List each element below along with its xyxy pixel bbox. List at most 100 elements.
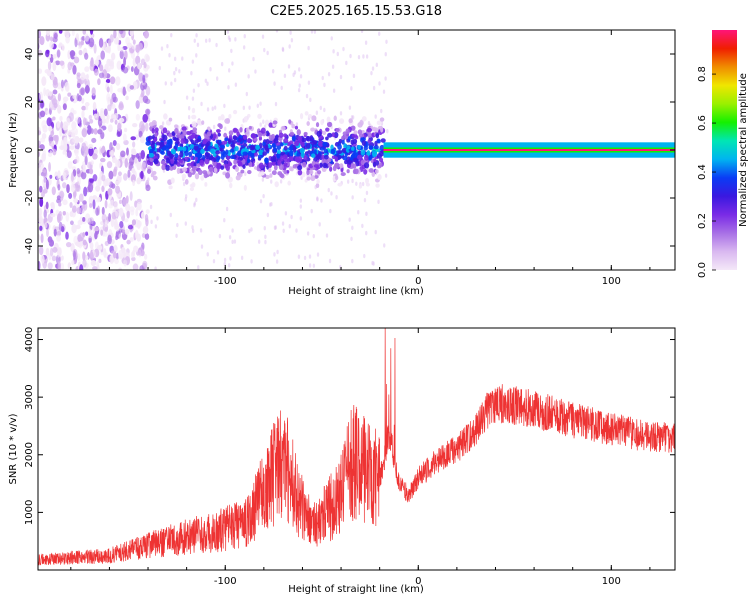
spectrogram-cell [306, 142, 311, 149]
spectrogram-cell [52, 61, 57, 72]
spectrogram-cell [365, 230, 368, 236]
spectrogram-cell [190, 71, 193, 76]
spectrogram-cell [361, 140, 366, 146]
spectrogram-cell [208, 38, 211, 43]
spectrogram-cell [376, 120, 382, 126]
spectrogram-cell [273, 81, 276, 86]
spectrogram-cell [119, 220, 124, 229]
spectrogram-cell [119, 49, 124, 60]
spectrogram-cell [236, 131, 240, 137]
spectrogram-cell [98, 37, 104, 48]
spectrogram-cell [365, 211, 368, 217]
spectrogram-cell [231, 228, 234, 233]
spectrogram-cell [126, 210, 130, 219]
spectrogram-cell [178, 146, 184, 151]
spectrogram-cell [59, 190, 65, 199]
spectrogram-cell [89, 203, 93, 208]
spectrogram-cell [47, 236, 53, 243]
spectrogram-cell [122, 66, 129, 74]
spectrogram-cell [113, 37, 119, 45]
spectrogram-cell [174, 153, 179, 158]
spectrogram-cell [229, 182, 233, 189]
spectrogram-cell [92, 266, 98, 270]
spectrogram-cell [149, 204, 153, 210]
spectrogram-cell [357, 54, 361, 60]
spectrogram-cell [111, 103, 116, 110]
spectrogram-cell [254, 69, 257, 74]
spectrogram-cell [345, 60, 348, 66]
spectrogram-cell [233, 239, 237, 244]
spectrogram-cell [323, 82, 326, 88]
spectrogram-cell [247, 74, 250, 79]
spectrogram-cell [316, 196, 319, 201]
spectrogram-cell [313, 149, 317, 155]
spectrogram-cell [379, 144, 385, 151]
spectrogram-cell [299, 147, 305, 154]
spectrogram-cell [375, 132, 380, 139]
spectrogram-cell [316, 130, 322, 137]
spectrogram-cell [53, 32, 58, 40]
spectrogram-cell [272, 120, 278, 125]
spectrogram-cell [72, 190, 77, 198]
spectrogram-cell [49, 174, 53, 179]
spectrogram-cell [272, 155, 277, 162]
spectrogram-cell [93, 128, 98, 135]
spectrogram-cell [316, 179, 320, 184]
spectrogram-cell [51, 140, 55, 147]
spectrogram-cell [288, 224, 291, 229]
spectrogram-cell [228, 235, 232, 240]
spectrogram-cell [317, 152, 321, 159]
spectrogram-cell [144, 98, 151, 105]
spectrogram-cell [383, 243, 386, 248]
spectrogram-cell [134, 200, 138, 208]
spectrogram-cell [168, 185, 173, 190]
spectrogram-cell [81, 105, 87, 111]
spectrogram-cell [208, 166, 214, 173]
spectrogram-cell [372, 150, 378, 157]
spectrogram-cell [282, 228, 285, 233]
spectrogram-cell [270, 201, 273, 207]
colorbar: 0.0 0.2 0.4 0.6 0.8 Normalized spectral ampl… [697, 30, 749, 278]
spectrogram-cell [145, 140, 151, 146]
spectrogram-cell [120, 150, 126, 158]
spectrogram-cell [166, 150, 172, 157]
spectrogram-cell [160, 46, 164, 51]
spectrogram-cell [216, 250, 220, 255]
spectrogram-cell [187, 136, 193, 140]
spectrogram-cell [133, 245, 139, 253]
spectrogram-cell [59, 115, 63, 122]
spectrogram-cell [295, 122, 299, 127]
spectrogram-cell [380, 138, 386, 143]
spectrogram-cell [108, 39, 112, 47]
spectrogram-cell [38, 233, 41, 241]
spectrogram-cell [266, 50, 269, 56]
spectrogram-cell [280, 125, 286, 131]
spectrogram-cell [234, 145, 239, 152]
spectrogram-cell [73, 159, 78, 164]
spectrogram-cell [307, 80, 311, 85]
spectrogram-cell [292, 72, 295, 78]
spectrogram-cell [196, 119, 202, 126]
colorbar-tick-label: 0.8 [697, 66, 708, 82]
spectrogram-cell [102, 218, 106, 225]
spectrogram-cell [147, 177, 150, 182]
spectrogram-cell [173, 56, 177, 62]
spectrogram-cell [293, 70, 297, 75]
spectrogram-cell [268, 167, 272, 173]
spectrogram-cell [170, 148, 176, 155]
spectrogram-cell [316, 197, 319, 202]
spectrogram-cell [44, 222, 48, 229]
spectrogram-cell [339, 74, 343, 80]
spectrogram-cell [89, 30, 94, 35]
spectrogram-cell [325, 136, 329, 141]
spectrogram-cell [308, 263, 312, 268]
spectrogram-cell [149, 162, 154, 166]
spectrogram-cell [299, 113, 304, 120]
spectrogram-cell [319, 105, 322, 111]
spectrogram-cell [333, 115, 337, 121]
spectrogram-cell [62, 121, 69, 131]
spectrogram-cell [379, 157, 384, 163]
spectrogram-cell [197, 82, 200, 88]
spectrogram-cell [135, 208, 139, 217]
spectrogram-cell [306, 231, 310, 236]
